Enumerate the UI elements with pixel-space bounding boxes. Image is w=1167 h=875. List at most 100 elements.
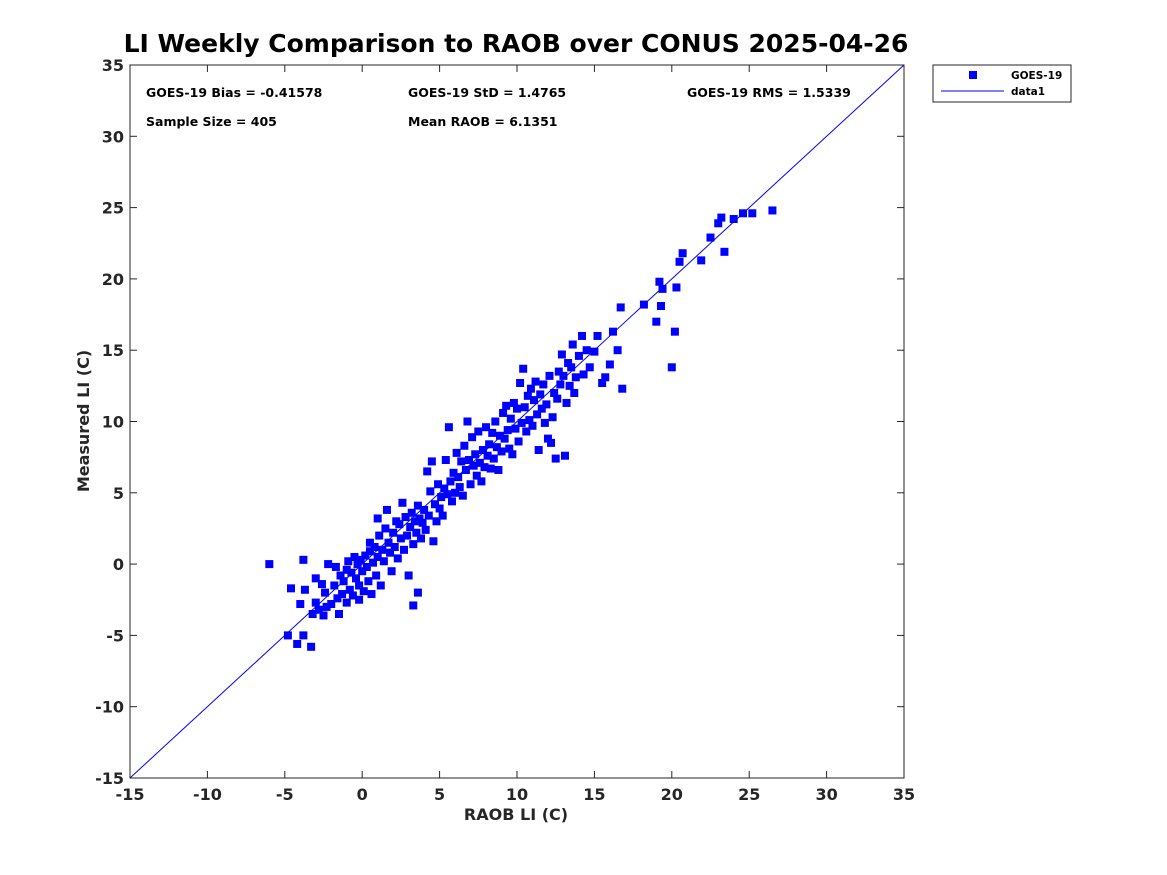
data-point xyxy=(447,497,456,506)
data-point xyxy=(387,567,396,576)
data-point xyxy=(768,206,777,215)
x-tick-label: 30 xyxy=(815,785,837,804)
data-point xyxy=(441,456,450,465)
data-point xyxy=(519,364,528,373)
data-point xyxy=(706,233,715,242)
data-point xyxy=(370,542,379,551)
data-point xyxy=(307,642,316,651)
data-point xyxy=(502,401,511,410)
data-point xyxy=(489,454,498,463)
data-point xyxy=(452,448,461,457)
data-point xyxy=(500,434,509,443)
data-point xyxy=(511,424,520,433)
data-point xyxy=(601,373,610,382)
data-point xyxy=(506,414,515,423)
data-point xyxy=(412,528,421,537)
data-point xyxy=(571,373,580,382)
x-tick-label: 5 xyxy=(434,785,445,804)
data-point xyxy=(578,331,587,340)
data-point xyxy=(748,209,757,218)
y-axis-ticks: -15 -10 -5 0 5 10 15 20 25 30 35 xyxy=(95,56,904,788)
data-point xyxy=(531,377,540,386)
x-tick-label: 15 xyxy=(583,785,605,804)
data-point xyxy=(355,595,364,604)
y-tick-label: -10 xyxy=(95,698,124,717)
data-point xyxy=(413,588,422,597)
data-point xyxy=(478,446,487,455)
y-tick-label: 10 xyxy=(102,413,124,432)
data-point xyxy=(389,528,398,537)
data-point xyxy=(413,501,422,510)
data-point xyxy=(361,551,370,560)
data-point xyxy=(330,581,339,590)
data-point xyxy=(480,463,489,472)
data-point xyxy=(299,631,308,640)
data-point xyxy=(499,408,508,417)
data-point xyxy=(488,428,497,437)
data-point xyxy=(477,477,486,486)
data-point xyxy=(364,577,373,586)
data-point xyxy=(327,600,336,609)
data-point xyxy=(375,531,384,540)
data-point xyxy=(398,498,407,507)
data-point xyxy=(533,410,542,419)
data-point xyxy=(618,384,627,393)
data-point xyxy=(509,398,518,407)
data-point xyxy=(514,437,523,446)
data-point xyxy=(574,351,583,360)
data-point xyxy=(432,517,441,526)
data-point xyxy=(472,471,481,480)
data-point xyxy=(345,585,354,594)
y-tick-label: -15 xyxy=(95,769,124,788)
data-point xyxy=(465,456,474,465)
data-point xyxy=(553,394,562,403)
legend-marker-goes19 xyxy=(969,71,977,79)
data-point xyxy=(530,396,539,405)
data-point xyxy=(300,585,309,594)
stat-rms: GOES-19 RMS = 1.5339 xyxy=(687,85,851,100)
data-point xyxy=(457,457,466,466)
data-point xyxy=(404,571,413,580)
stat-bias: GOES-19 Bias = -0.41578 xyxy=(146,85,322,100)
data-point xyxy=(568,340,577,349)
data-point xyxy=(424,511,433,520)
data-point xyxy=(373,552,382,561)
data-point xyxy=(556,380,565,389)
data-point xyxy=(409,540,418,549)
plot-area: -15 -10 -5 0 5 10 15 20 25 30 35 -15 -10 -5 0 5 10 15 20 2… xyxy=(95,56,915,804)
data-point xyxy=(486,464,495,473)
data-point xyxy=(379,557,388,566)
data-point xyxy=(495,431,504,440)
data-point xyxy=(517,418,526,427)
data-point xyxy=(466,480,475,489)
data-point xyxy=(508,450,517,459)
data-point xyxy=(403,531,412,540)
data-point xyxy=(491,417,500,426)
data-point xyxy=(451,488,460,497)
data-point xyxy=(536,390,545,399)
data-point xyxy=(342,598,351,607)
data-point xyxy=(409,601,418,610)
data-point xyxy=(355,581,364,590)
data-point xyxy=(438,511,447,520)
data-point xyxy=(356,555,365,564)
data-point xyxy=(314,605,323,614)
data-point xyxy=(720,247,729,256)
data-point xyxy=(483,451,492,460)
x-tick-label: -15 xyxy=(116,785,145,804)
data-point xyxy=(534,446,543,455)
data-point xyxy=(560,451,569,460)
data-point xyxy=(559,371,568,380)
data-point xyxy=(717,213,726,222)
data-point xyxy=(435,504,444,513)
data-point xyxy=(336,571,345,580)
y-tick-label: -5 xyxy=(106,626,124,645)
data-point xyxy=(376,581,385,590)
data-point xyxy=(540,418,549,427)
data-point xyxy=(658,284,667,293)
data-point xyxy=(471,450,480,459)
data-point xyxy=(582,346,591,355)
data-point xyxy=(537,404,546,413)
data-point xyxy=(579,370,588,379)
y-tick-label: 0 xyxy=(113,555,124,574)
